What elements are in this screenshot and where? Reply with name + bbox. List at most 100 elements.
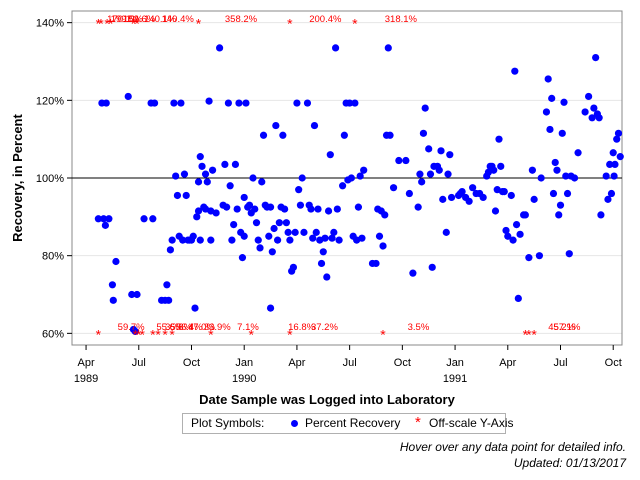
data-point xyxy=(249,174,257,182)
data-point xyxy=(324,207,333,215)
data-point xyxy=(585,92,593,101)
data-point xyxy=(298,174,306,182)
data-point xyxy=(562,172,570,180)
hover-footnote: Hover over any data point for detailed i… xyxy=(399,440,626,454)
y-axis-ticks: 60% 80% 100% 120% 140% xyxy=(36,18,72,340)
data-point xyxy=(581,108,589,116)
data-point xyxy=(102,99,110,107)
data-point xyxy=(101,221,109,229)
data-point xyxy=(333,205,341,213)
data-point xyxy=(191,304,199,312)
data-point xyxy=(516,230,524,238)
data-point xyxy=(514,294,522,302)
data-point xyxy=(258,178,266,186)
data-point xyxy=(435,166,443,174)
data-point xyxy=(437,147,445,155)
data-point xyxy=(128,290,136,299)
legend-dot-icon xyxy=(291,420,298,427)
data-point xyxy=(105,215,113,223)
data-point xyxy=(542,108,551,116)
percent-recovery-points xyxy=(94,44,624,336)
data-point xyxy=(266,203,275,211)
off-scale-point: * xyxy=(131,16,137,32)
data-point xyxy=(281,205,289,213)
data-point xyxy=(354,203,363,211)
data-point xyxy=(330,228,338,236)
x-tick-label: Jan xyxy=(446,357,464,369)
data-point xyxy=(326,151,334,159)
off-scale-label: 37.2% xyxy=(311,322,338,333)
data-point xyxy=(230,221,238,229)
data-point xyxy=(381,211,389,219)
data-point xyxy=(319,248,327,256)
data-point xyxy=(112,257,120,266)
off-scale-label: 16.8% xyxy=(288,322,315,333)
data-point xyxy=(180,170,189,178)
data-point xyxy=(163,281,171,289)
data-point xyxy=(321,234,329,242)
data-point xyxy=(182,191,190,200)
data-point xyxy=(252,219,261,227)
data-point xyxy=(309,234,317,242)
off-scale-point: * xyxy=(98,16,104,32)
data-point xyxy=(384,44,392,52)
data-point xyxy=(556,201,565,209)
data-point xyxy=(265,232,273,240)
off-scale-label: 7.1% xyxy=(237,322,259,333)
data-point xyxy=(179,236,187,244)
data-point xyxy=(537,174,545,182)
data-point xyxy=(358,234,366,242)
data-point xyxy=(491,207,500,215)
data-point xyxy=(375,232,384,240)
legend-item-percent-recovery: Percent Recovery xyxy=(305,416,401,430)
data-point xyxy=(173,191,182,200)
off-scale-point: * xyxy=(134,16,140,32)
data-point xyxy=(558,129,566,137)
data-point xyxy=(335,236,343,244)
off-scale-label: 199.0% xyxy=(111,14,144,25)
legend-item-off-scale: Off-scale Y-Axis xyxy=(429,416,514,430)
data-point xyxy=(551,158,559,167)
data-point xyxy=(444,170,452,178)
data-point xyxy=(310,121,319,130)
data-point xyxy=(196,153,204,161)
data-point xyxy=(386,131,394,139)
off-scale-label: 55.6% xyxy=(156,322,183,333)
data-point xyxy=(270,224,278,233)
data-point xyxy=(425,145,433,153)
data-point xyxy=(372,259,380,268)
off-scale-point: * xyxy=(526,326,532,342)
legend-heading: Plot Symbols: xyxy=(191,416,265,430)
off-scale-point: * xyxy=(287,16,293,32)
x-tick-label: Oct xyxy=(183,357,200,369)
data-point xyxy=(205,97,213,105)
x-tick-label: Jul xyxy=(132,357,146,369)
data-point xyxy=(611,160,619,169)
data-point xyxy=(94,215,102,223)
data-point xyxy=(256,244,264,252)
data-point xyxy=(409,269,417,277)
data-point xyxy=(168,236,176,244)
data-point xyxy=(233,205,241,213)
off-scale-point: * xyxy=(352,16,358,32)
updated-footnote: Updated: 01/13/2017 xyxy=(513,456,626,470)
data-point xyxy=(500,187,508,196)
data-point xyxy=(279,131,287,139)
data-point xyxy=(442,228,450,236)
data-point xyxy=(295,186,303,194)
data-point xyxy=(307,205,315,213)
off-scale-point: * xyxy=(155,326,161,342)
data-point xyxy=(266,304,275,312)
data-point xyxy=(240,232,248,240)
data-point xyxy=(563,189,572,198)
data-point xyxy=(282,219,290,227)
data-point xyxy=(212,209,220,217)
off-scale-point: * xyxy=(96,326,102,342)
data-point xyxy=(351,99,359,107)
x-tick-label: Apr xyxy=(77,357,94,369)
data-point xyxy=(495,135,503,143)
off-scale-point: * xyxy=(104,16,110,32)
data-point xyxy=(405,189,413,198)
data-point xyxy=(528,166,536,174)
off-scale-point: * xyxy=(140,326,146,342)
